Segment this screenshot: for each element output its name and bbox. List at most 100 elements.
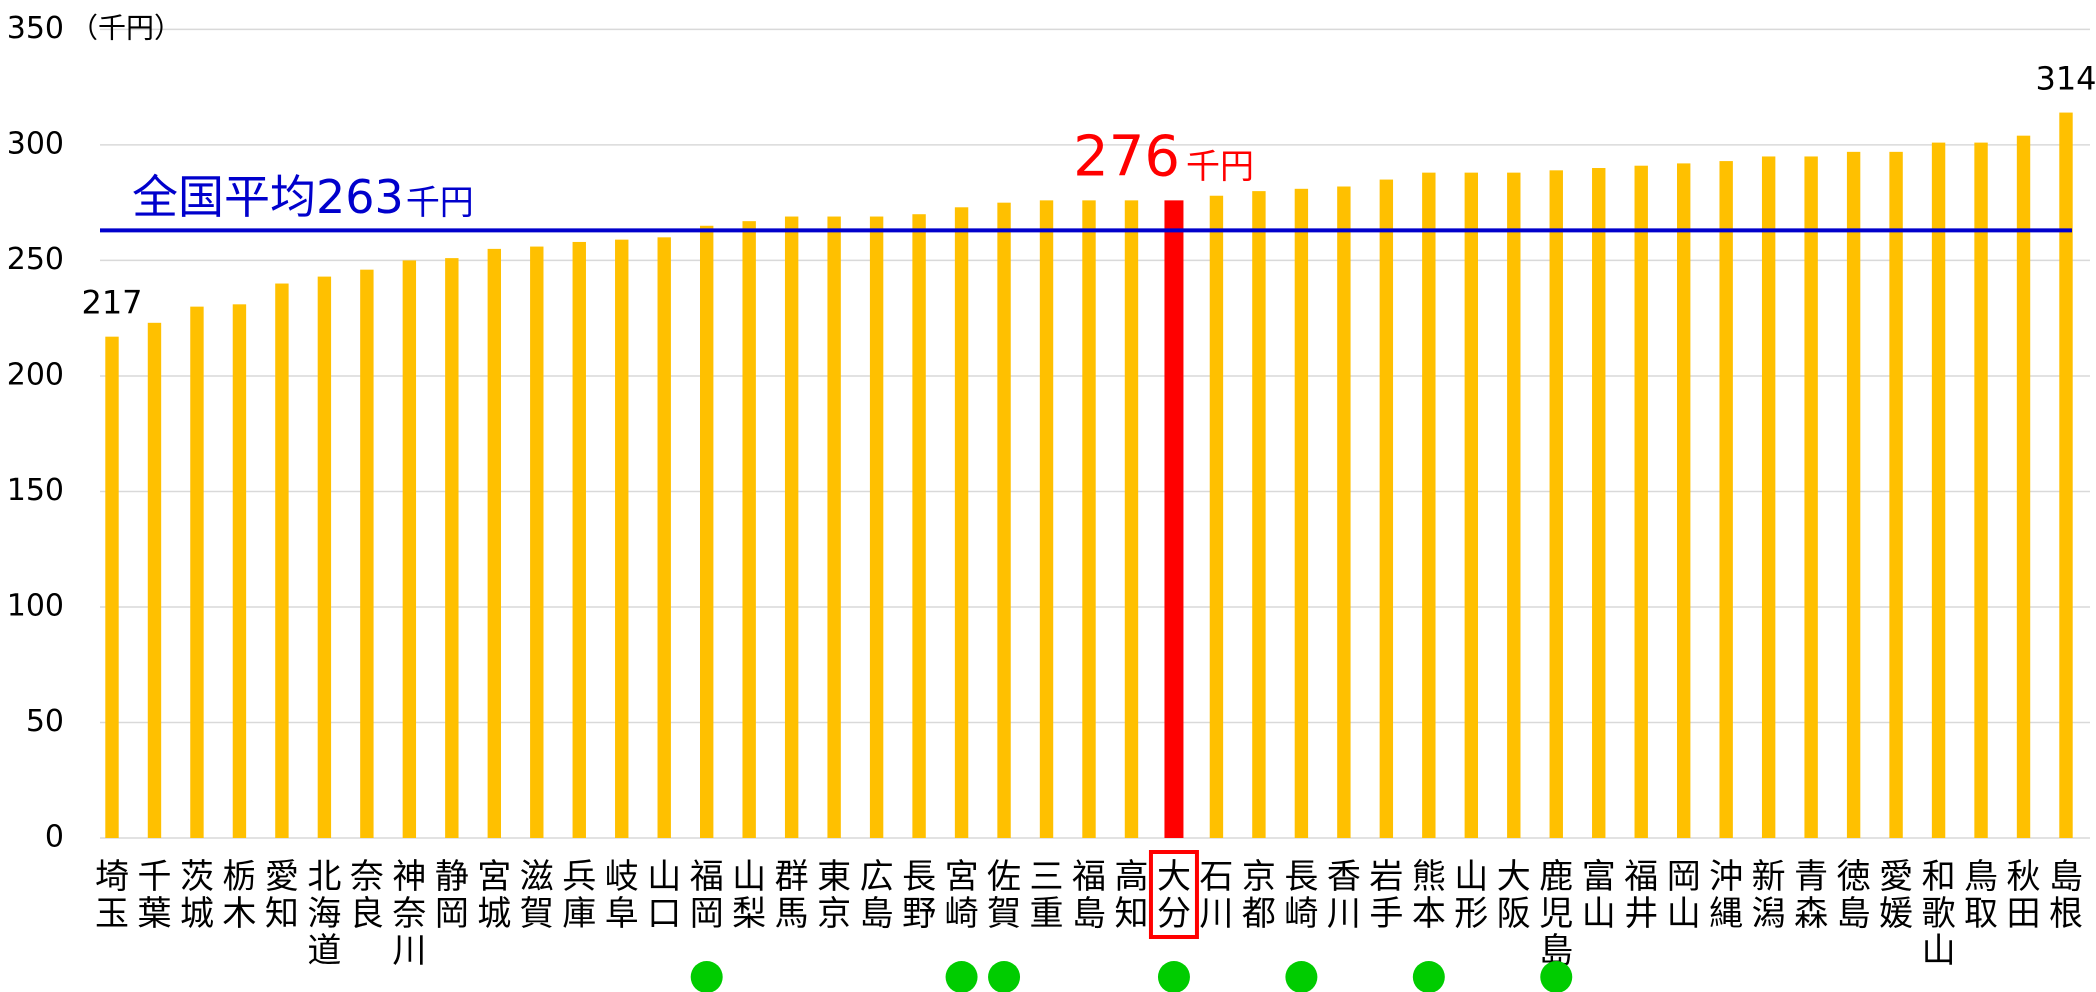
bar	[1761, 156, 1776, 839]
bar	[954, 207, 969, 839]
marker-dot	[1412, 961, 1445, 992]
x-tick-label: 岐阜	[605, 857, 639, 934]
bar	[1804, 156, 1818, 839]
bar	[317, 276, 332, 838]
bar	[1931, 142, 1946, 838]
x-tick-label: 秋田	[2007, 857, 2041, 934]
x-tick-label: 千葉	[137, 857, 171, 934]
bar	[1889, 151, 1903, 838]
x-tick-label: 静岡	[435, 857, 469, 934]
bar	[1379, 179, 1394, 838]
x-tick-label: 埼玉	[95, 857, 129, 934]
x-tick-label: 高知	[1114, 857, 1148, 934]
x-tick-label: 香川	[1327, 857, 1361, 934]
highlight-box	[1148, 850, 1199, 939]
x-tick-label: 神奈川	[392, 857, 426, 971]
y-tick-label: 150	[7, 473, 64, 508]
bar	[402, 260, 417, 838]
marker-dot	[690, 961, 723, 992]
x-tick-label: 京都	[1242, 857, 1276, 934]
marker-dot	[945, 961, 978, 992]
x-tick-label: 佐賀	[987, 857, 1021, 934]
x-tick-label: 岩手	[1369, 857, 1403, 934]
bar	[487, 248, 502, 838]
bar	[997, 202, 1011, 838]
x-tick-label: 長野	[902, 857, 936, 934]
x-tick-label: 奈良	[350, 857, 384, 934]
x-tick-label: 島根	[2049, 857, 2083, 934]
y-tick-label: 300	[7, 126, 64, 161]
value-label: 217	[81, 284, 142, 322]
bar	[912, 214, 926, 839]
x-tick-label: 広島	[860, 857, 894, 934]
bar	[869, 216, 884, 838]
y-tick-label: 350	[7, 11, 64, 46]
bar	[445, 258, 459, 838]
x-tick-label: 宮城	[477, 857, 511, 934]
bar	[105, 336, 119, 838]
bar	[1634, 165, 1648, 839]
x-tick-label: 宮崎	[945, 857, 979, 934]
x-tick-label: 東京	[817, 857, 851, 934]
bar	[275, 283, 289, 838]
bar	[1676, 163, 1691, 838]
bar	[699, 225, 714, 838]
bar	[147, 322, 162, 838]
bar	[2016, 135, 2031, 838]
bar	[572, 241, 586, 838]
bar	[1209, 195, 1224, 838]
average-unit: 千円	[406, 183, 474, 223]
y-tick-label: 100	[7, 588, 64, 623]
marker-dot	[1540, 961, 1573, 992]
x-tick-label: 福島	[1072, 857, 1106, 934]
y-unit: （千円）	[70, 11, 182, 44]
bar	[742, 221, 756, 839]
bar	[827, 216, 841, 838]
y-tick-label: 200	[7, 357, 64, 392]
marker-dot	[1285, 961, 1318, 992]
bar	[1337, 186, 1351, 838]
bar	[1464, 172, 1479, 839]
x-tick-label: 群馬	[775, 857, 809, 934]
x-tick-label: 和歌山	[1922, 857, 1956, 971]
bar	[1164, 200, 1184, 838]
bar	[1124, 200, 1139, 838]
marker-dot	[988, 961, 1021, 992]
y-tick-label: 250	[7, 242, 64, 277]
bar	[232, 304, 247, 839]
x-tick-label: 愛知	[265, 857, 299, 934]
bar	[1507, 172, 1521, 839]
bar	[1039, 200, 1054, 838]
x-tick-label: 岡山	[1667, 857, 1701, 934]
bar	[657, 237, 671, 839]
x-tick-label: 茨城	[180, 857, 214, 934]
bar	[1592, 168, 1606, 838]
x-tick-label: 兵庫	[562, 857, 596, 934]
x-tick-label: 徳島	[1837, 857, 1871, 934]
bar	[1549, 170, 1563, 839]
bar	[190, 306, 204, 838]
x-tick-label: 富山	[1582, 857, 1616, 934]
x-tick-label: 鹿児島	[1539, 857, 1573, 971]
bar	[1974, 142, 1988, 838]
x-tick-label: 滋賀	[520, 857, 554, 934]
bar	[1846, 151, 1861, 838]
x-tick-label: 大阪	[1497, 857, 1531, 934]
bar	[2059, 112, 2073, 838]
x-tick-label: 長崎	[1284, 857, 1318, 934]
x-tick-label: 熊本	[1412, 857, 1446, 934]
x-tick-label: 北海道	[307, 857, 341, 971]
x-tick-label: 福岡	[690, 857, 724, 934]
bar	[1422, 172, 1436, 839]
x-tick-label: 沖縄	[1709, 857, 1743, 934]
value-label: 314	[2035, 60, 2096, 98]
x-tick-label: 山梨	[732, 857, 766, 934]
x-tick-label: 三重	[1030, 857, 1064, 934]
x-tick-label: 福井	[1624, 857, 1658, 934]
bar	[1082, 200, 1096, 838]
bar	[615, 239, 629, 839]
value-label: 276	[1073, 125, 1180, 190]
x-tick-label: 鳥取	[1964, 857, 1998, 934]
x-tick-label: 山形	[1454, 857, 1488, 934]
y-tick-label: 50	[26, 704, 64, 739]
